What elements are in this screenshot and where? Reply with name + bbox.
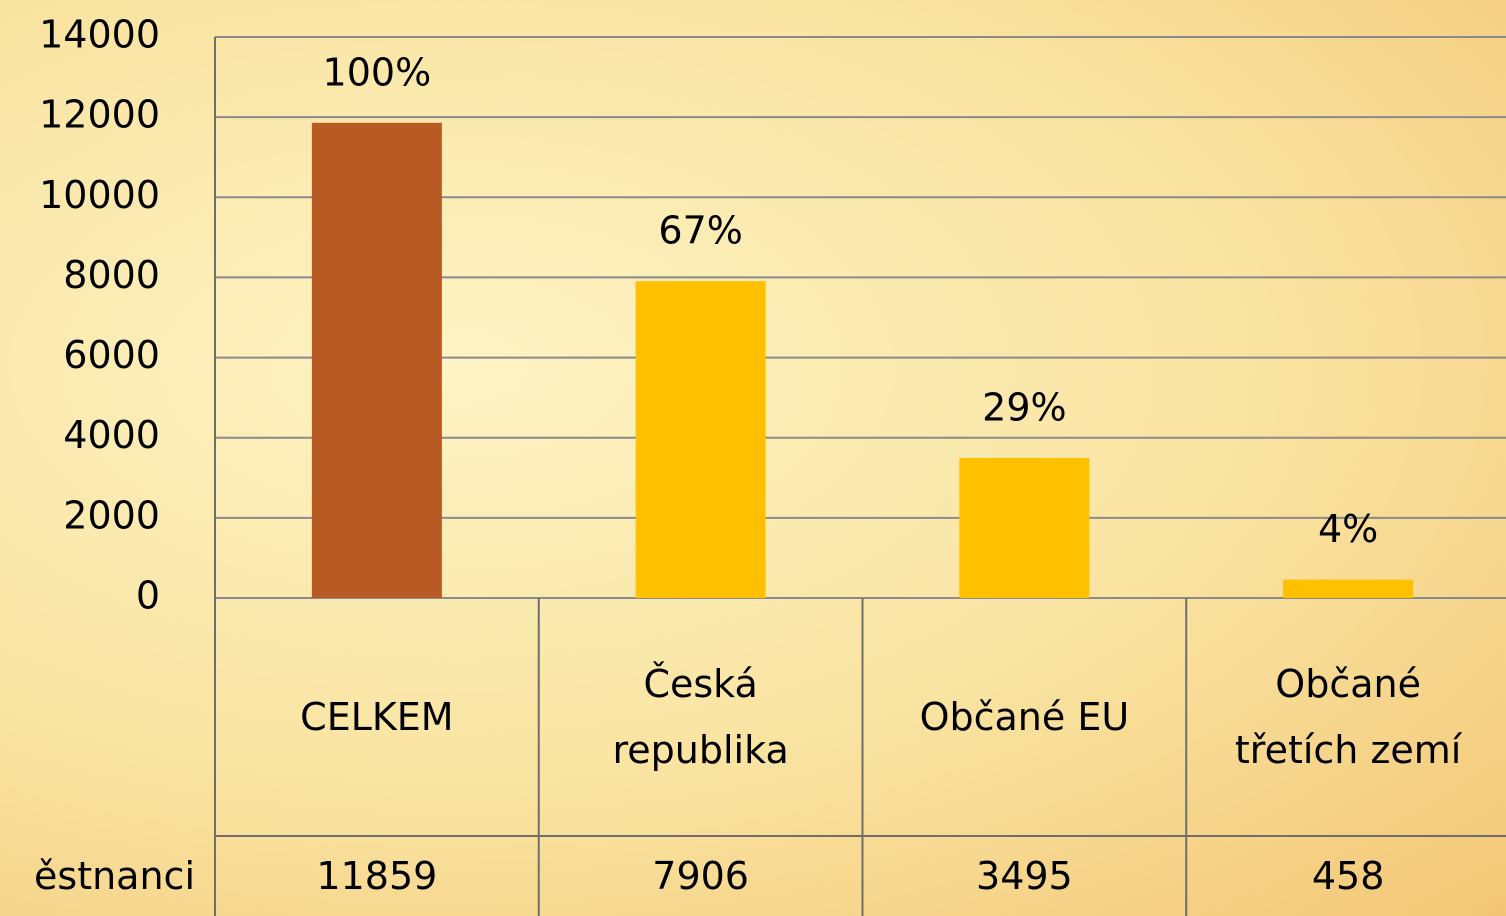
y-tick-label: 4000 (63, 413, 160, 457)
table-value-text: 7906 (652, 853, 749, 898)
y-tick-label: 12000 (39, 93, 160, 137)
bar (635, 281, 766, 598)
category-label-text: Česká republika (612, 661, 789, 773)
y-tick-label: 8000 (63, 253, 160, 297)
category-label: CELKEM (215, 598, 539, 836)
bar (1283, 579, 1414, 598)
bar (959, 457, 1090, 598)
table-value: 458 (1186, 836, 1506, 916)
value-label: 67% (658, 209, 742, 253)
table-value: 11859 (215, 836, 539, 916)
y-tick-label: 6000 (63, 333, 160, 377)
bar (311, 122, 442, 598)
category-label-text: Občané třetích zemí (1234, 661, 1462, 773)
category-label-text: Občané EU (919, 694, 1130, 739)
value-label: 29% (982, 385, 1066, 429)
category-label: Občané EU (863, 598, 1187, 836)
table-value-text: 458 (1311, 853, 1385, 898)
table-value: 3495 (863, 836, 1187, 916)
table-value-text: 3495 (976, 853, 1073, 898)
value-label: 100% (323, 50, 432, 94)
category-label: Občané třetích zemí (1186, 598, 1506, 836)
category-label-text: CELKEM (300, 694, 454, 739)
table-value: 7906 (539, 836, 863, 916)
y-tick-label: 0 (136, 574, 160, 618)
value-label: 4% (1318, 507, 1378, 551)
series-name: ěstnanci (0, 836, 195, 916)
y-tick-label: 2000 (63, 493, 160, 537)
table-value-text: 11859 (316, 853, 438, 898)
y-tick-label: 10000 (39, 173, 160, 217)
category-label: Česká republika (539, 598, 863, 836)
series-name-text: ěstnanci (34, 853, 195, 898)
y-tick-label: 14000 (39, 13, 160, 57)
